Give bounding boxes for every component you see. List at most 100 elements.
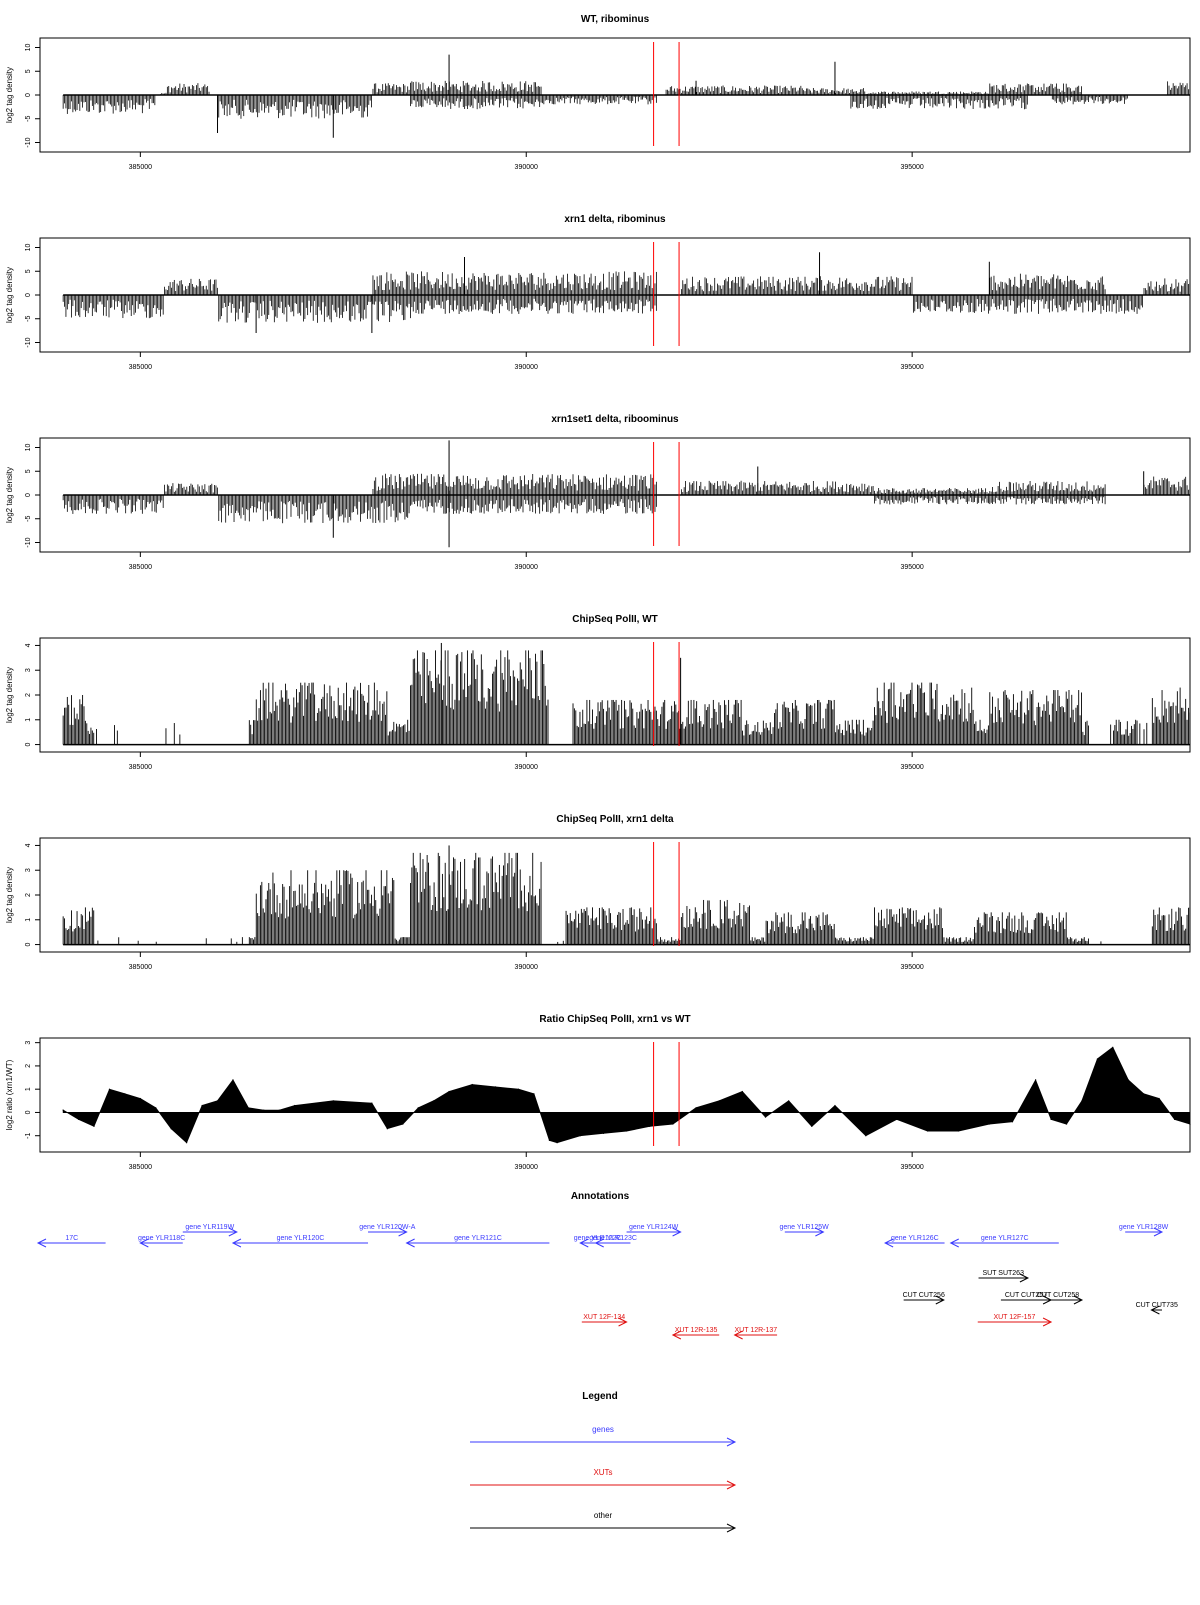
annotation-gene: gene YLR128W	[1119, 1224, 1169, 1237]
annotation-label: XUT 12R-137	[735, 1327, 778, 1334]
annotation-label: XUT 12F-157	[993, 1314, 1035, 1321]
chart-title: ChipSeq PolII, xrn1 delta	[556, 814, 674, 825]
arrow-head	[726, 1523, 737, 1533]
data-point	[988, 1123, 990, 1125]
data-point	[533, 1093, 535, 1095]
annotation-label: CUT CUT257	[1005, 1292, 1047, 1299]
annotation-other: CUT CUT258	[1034, 1292, 1084, 1305]
annotation-label: gene YLR126C	[891, 1235, 939, 1242]
data-point	[741, 1090, 743, 1093]
y-tick-label: 4	[25, 843, 32, 847]
data-point	[62, 1109, 64, 1111]
annotation-label: gene YLR124W	[629, 1224, 679, 1231]
annotation-label: gene YLR120C	[277, 1235, 325, 1242]
chart-title: xrn1set1 delta, riboominus	[551, 414, 679, 425]
annotation-xut: XUT 12F-134	[581, 1314, 628, 1327]
data-point	[896, 1118, 898, 1121]
chart-title: xrn1 delta, ribominus	[564, 214, 666, 225]
data-point	[957, 1130, 960, 1132]
y-axis-label: log2 tag density	[5, 67, 14, 123]
y-axis-label: log2 tag density	[5, 267, 14, 323]
annotation-gene: gene YLR118C	[138, 1235, 185, 1248]
data-point	[471, 1083, 473, 1086]
x-tick-label: 390000	[515, 1164, 538, 1171]
y-tick-label: 0	[25, 493, 32, 497]
data-point	[865, 1135, 867, 1137]
y-tick-label: 3	[25, 1041, 32, 1045]
data-point	[1065, 1123, 1068, 1125]
y-tick-label: 2	[25, 1064, 32, 1068]
panel-2: xrn1 delta, ribominus log2 tag density -10…	[5, 214, 1191, 371]
y-tick-label: -10	[25, 137, 32, 147]
annotation-label: CUT CUT256	[903, 1292, 945, 1299]
data-point	[124, 1093, 126, 1095]
annotation-gene: gene YLR123C	[589, 1235, 637, 1248]
y-tick-label: 1	[25, 718, 32, 722]
annotation-gene: gene YLR119W	[182, 1224, 238, 1237]
data-point	[811, 1125, 813, 1128]
data-point	[764, 1116, 767, 1118]
y-tick-label: 1	[25, 918, 32, 922]
y-tick-label: 0	[25, 293, 32, 297]
arrow-head	[228, 1227, 238, 1237]
annotation-other: CUT CUT735	[1136, 1302, 1178, 1315]
data-point	[695, 1107, 697, 1109]
y-tick-label: -5	[25, 316, 32, 322]
annotation-other: SUT SUT263	[978, 1270, 1030, 1283]
data-point	[186, 1142, 188, 1144]
arrow-head	[884, 1238, 894, 1248]
annotation-gene: gene YLR120C	[231, 1235, 369, 1248]
data-point	[1035, 1079, 1037, 1081]
data-point	[1081, 1100, 1083, 1102]
y-axis-label: log2 ratio (xrn1/WT)	[5, 1059, 14, 1130]
chart-title: Ratio ChipSeq PolII, xrn1 vs WT	[539, 1014, 690, 1025]
y-tick-label: 0	[25, 1110, 32, 1114]
y-tick-label: -10	[25, 337, 32, 347]
x-tick-label: 390000	[515, 164, 538, 171]
data-point	[77, 1118, 80, 1121]
x-tick-label: 395000	[900, 164, 923, 171]
arrow-head	[579, 1238, 589, 1248]
arrow-head	[671, 1330, 682, 1340]
x-tick-label: 385000	[129, 1164, 152, 1171]
legend-item: other	[470, 1511, 737, 1533]
annotation-gene: gene YLR124W	[626, 1224, 682, 1237]
y-axis-label: log2 tag density	[5, 867, 14, 923]
arrow-head	[1042, 1317, 1053, 1327]
data-point	[788, 1100, 790, 1102]
data-series	[62, 642, 1191, 746]
data-point	[247, 1107, 249, 1109]
arrow-head	[594, 1238, 604, 1248]
chart-title: ChipSeq PolII, WT	[572, 614, 658, 625]
data-point	[232, 1079, 234, 1081]
y-tick-label: -10	[25, 537, 32, 547]
data-point	[386, 1128, 388, 1130]
y-tick-label: 10	[25, 444, 32, 452]
data-point	[216, 1100, 219, 1102]
data-point	[548, 1139, 550, 1141]
annotation-gene: gene YLR125W	[779, 1224, 829, 1237]
x-tick-label: 385000	[129, 164, 152, 171]
arrow-head	[231, 1238, 242, 1248]
annotation-label: CUT CUT735	[1136, 1302, 1178, 1309]
data-point	[93, 1125, 95, 1128]
annotation-label: gene YLR123C	[589, 1235, 637, 1242]
y-tick-label: 2	[25, 693, 32, 697]
y-tick-label: 3	[25, 668, 32, 672]
legend: Legend genes XUTs other	[470, 1391, 737, 1533]
x-tick-label: 390000	[515, 764, 538, 771]
annotation-label: gene YLR119W	[185, 1224, 234, 1231]
y-tick-label: 2	[25, 893, 32, 897]
data-point	[1173, 1118, 1176, 1121]
chart-title: WT, ribominus	[581, 14, 650, 25]
annotation-label: SUT SUT263	[982, 1270, 1024, 1277]
panel-6: Ratio ChipSeq PolII, xrn1 vs WT log2 rati…	[5, 1014, 1191, 1171]
annotation-label: gene YLR120W-A	[359, 1224, 415, 1231]
x-tick-label: 390000	[515, 564, 538, 571]
data-point	[108, 1088, 111, 1090]
arrow-head	[1150, 1305, 1160, 1315]
x-tick-label: 395000	[900, 764, 923, 771]
y-tick-label: 0	[25, 93, 32, 97]
annotation-gene: 17C	[36, 1235, 106, 1248]
